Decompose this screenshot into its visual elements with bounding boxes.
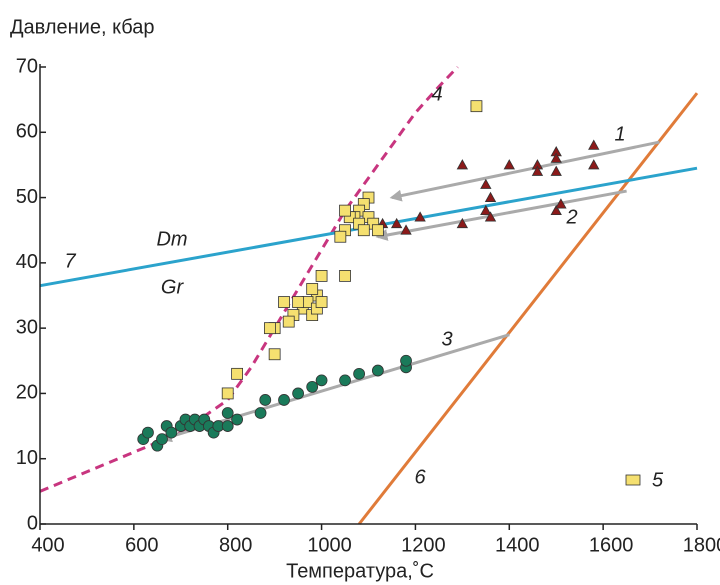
y-tick-label: 50: [16, 186, 38, 208]
point: [371, 224, 384, 237]
arrow: [389, 140, 660, 202]
point: [390, 217, 403, 229]
point: [531, 165, 544, 176]
point: [306, 283, 319, 295]
point: [353, 367, 366, 380]
point: [254, 407, 267, 419]
point: [221, 387, 234, 400]
point: [282, 315, 295, 328]
y-axis-title: Давление, кбар: [10, 16, 155, 38]
point: [156, 433, 168, 446]
legend-label: 5: [652, 469, 664, 491]
point: [400, 354, 412, 367]
point: [315, 374, 328, 387]
x-tick-label: 1000: [307, 534, 352, 556]
legend-swatch: [625, 474, 641, 486]
x-tick-label: 1600: [589, 534, 634, 556]
y-tick-label: 70: [16, 55, 38, 77]
y-tick-label: 30: [16, 316, 38, 338]
point: [414, 211, 426, 222]
point: [142, 426, 154, 439]
arrow: [375, 189, 627, 241]
point: [470, 100, 483, 113]
point: [588, 159, 600, 170]
line-label: 2: [565, 206, 577, 228]
point: [165, 426, 178, 439]
x-tick-label: 1400: [495, 534, 540, 556]
point: [278, 296, 290, 308]
point: [292, 296, 305, 308]
point: [221, 420, 234, 432]
line-label: 1: [614, 123, 625, 145]
point: [555, 198, 567, 209]
point: [334, 230, 347, 243]
x-axis-title: Температура,˚С: [286, 560, 434, 582]
line-label: 6: [414, 466, 426, 488]
y-tick-label: 0: [27, 512, 38, 534]
point: [588, 139, 600, 150]
point: [550, 152, 562, 163]
annotation: Dm: [156, 228, 187, 250]
point: [484, 191, 497, 202]
x-tick-label: 1200: [401, 534, 446, 556]
point: [306, 380, 319, 393]
line-label: 7: [64, 250, 76, 272]
point: [339, 204, 351, 217]
point: [231, 413, 244, 426]
point: [550, 165, 562, 176]
point: [292, 387, 305, 400]
point: [456, 159, 469, 170]
x-tick-label: 400: [31, 534, 64, 556]
y-tick-label: 60: [16, 121, 38, 143]
point: [503, 159, 515, 170]
x-tick-label: 600: [125, 534, 158, 556]
point: [315, 270, 328, 282]
point: [268, 348, 281, 361]
point: [480, 204, 492, 216]
line-label: 4: [431, 83, 442, 105]
point: [550, 204, 562, 216]
line: [39, 65, 459, 493]
point: [400, 224, 412, 235]
annotation: Gr: [161, 276, 185, 298]
point: [221, 407, 234, 419]
point: [259, 394, 272, 406]
point: [315, 296, 328, 308]
point: [339, 374, 351, 387]
point: [371, 364, 384, 377]
line-label: 3: [441, 328, 452, 350]
point: [278, 394, 290, 406]
y-tick-label: 10: [16, 447, 38, 469]
point: [484, 211, 497, 222]
point: [231, 367, 244, 380]
point: [480, 178, 492, 189]
point: [264, 322, 276, 335]
line: [357, 92, 699, 525]
point: [456, 217, 469, 229]
point: [339, 270, 351, 282]
x-tick-label: 800: [219, 534, 252, 556]
y-tick-label: 40: [16, 251, 38, 273]
y-tick-label: 20: [16, 382, 38, 404]
point: [357, 224, 370, 237]
